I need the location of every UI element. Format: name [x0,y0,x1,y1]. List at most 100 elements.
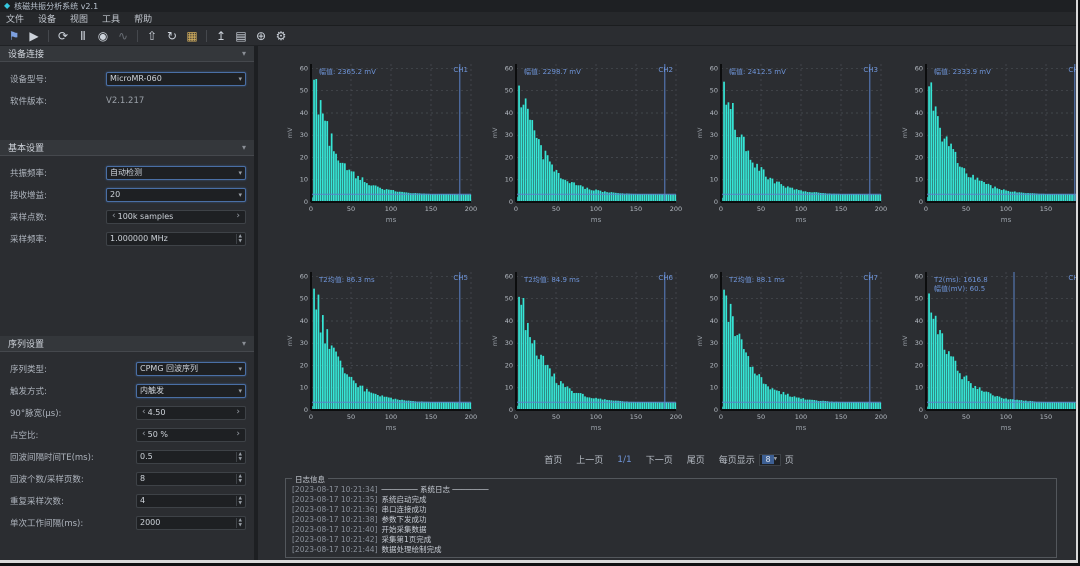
spin-buttons[interactable]: ▲ ▼ [235,495,242,506]
gain-select[interactable]: 20 ▾ [106,187,246,202]
svg-text:100: 100 [590,413,602,421]
step-left-icon[interactable]: ‹ [142,429,146,439]
svg-text:100: 100 [385,413,397,421]
spin-buttons[interactable]: ▲ ▼ [235,517,242,528]
frequency-select[interactable]: 自动检测 ▾ [106,165,246,180]
pause-icon[interactable]: Ⅱ [80,28,86,43]
echo-count-label: 回波个数/采样页数: [10,474,84,485]
step-left-icon[interactable]: ‹ [142,407,146,417]
svg-text:40: 40 [915,317,923,325]
repeat-count-spin[interactable]: 4 ▲ ▼ [136,493,246,508]
pulse-icon[interactable]: ∿ [117,28,129,43]
chart-annotation: T2均值: 86.3 ms [319,276,375,284]
last-page-button[interactable]: 尾页 [686,456,705,466]
step-right-icon[interactable]: › [236,211,240,221]
chart-annotation: T2均值: 88.1 ms [729,276,785,284]
step-left-icon[interactable]: ‹ [112,211,116,221]
step-right-icon[interactable]: › [236,429,240,439]
spin-buttons[interactable]: ▲ ▼ [235,233,242,244]
log-line: [2023-08-17 10:21:42] 采集第1页完成 [292,535,432,544]
prev-page-button[interactable]: 上一页 [576,456,604,466]
chevron-down-icon: ▾ [238,168,242,177]
svg-text:10: 10 [915,384,923,392]
export-icon[interactable]: ↥ [215,28,227,43]
svg-text:100: 100 [795,205,807,213]
svg-text:10: 10 [710,176,718,184]
sequence-group: 序列设置 ▾ 序列类型: CPMG 回波序列 ▾ 触发方式: 内触发 ▾ [0,336,254,540]
svg-text:50: 50 [300,295,308,303]
sequence-group-header[interactable]: 序列设置 ▾ [0,336,254,352]
svg-text:60: 60 [300,64,308,72]
settings-gear-icon[interactable]: ⚙ [275,28,287,43]
svg-text:30: 30 [915,131,923,139]
first-page-button[interactable]: 首页 [544,456,563,466]
search-icon[interactable]: ⊕ [255,28,267,43]
duty-cycle-label: 占空比: [10,430,39,441]
refresh-icon[interactable]: ↻ [166,28,178,43]
svg-text:20: 20 [915,361,923,369]
collapse-icon[interactable]: ▾ [241,143,246,152]
interval-spin[interactable]: 2000 ▲ ▼ [136,515,246,530]
echo-count-spin[interactable]: 8 ▲ ▼ [136,471,246,486]
spin-buttons[interactable]: ▲ ▼ [235,451,242,462]
group-title: 设备连接 [8,50,45,60]
chart-annotation: T2(ms): 1616.8 幅值(mV): 60.5 [934,276,988,293]
chart-ch4: 0501001502000102030405060msmVCH4幅值: 2333… [900,54,1076,226]
collapse-icon[interactable]: ▾ [241,339,246,348]
sequence-type-select[interactable]: CPMG 回波序列 ▾ [136,361,246,376]
sampling-group-header[interactable]: 基本设置 ▾ [0,140,254,156]
pulse-width-stepper[interactable]: ‹ 4.50 › [136,405,246,420]
svg-text:20: 20 [300,361,308,369]
spin-buttons[interactable]: ▲ ▼ [235,473,242,484]
stop-icon[interactable]: ◉ [97,28,109,43]
menu-tools[interactable]: 工具 [102,15,121,25]
spin-down-icon[interactable]: ▼ [773,457,778,462]
menu-device[interactable]: 设备 [38,15,57,25]
svg-text:ms: ms [1001,216,1012,224]
svg-text:60: 60 [915,272,923,280]
echo-spacing-spin[interactable]: 0.5 ▲ ▼ [136,449,246,464]
device-group-header[interactable]: 设备连接 ▾ [0,46,254,62]
save-icon[interactable]: ▦ [186,28,198,43]
svg-text:40: 40 [300,109,308,117]
svg-text:0: 0 [924,205,928,213]
upload-icon[interactable]: ⇧ [146,28,158,43]
next-page-button[interactable]: 下一页 [645,456,673,466]
menu-file[interactable]: 文件 [6,15,25,25]
menu-help[interactable]: 帮助 [134,15,153,25]
svg-text:mV: mV [901,127,909,138]
svg-text:40: 40 [710,109,718,117]
svg-text:200: 200 [875,205,887,213]
sample-rate-stepper[interactable]: 1.000000 MHz ▲ ▼ [106,231,246,246]
firmware-version-label: 软件版本: [10,96,47,107]
trigger-mode-select[interactable]: 内触发 ▾ [136,383,246,398]
sample-count-stepper[interactable]: ‹ 100k samples › [106,209,246,224]
collapse-icon[interactable]: ▾ [241,49,246,58]
start-icon[interactable]: ▶ [29,28,39,43]
log-line: [2023-08-17 10:21:40] 开始采集数据 [292,525,427,534]
open-folder-icon[interactable]: ▤ [235,28,247,43]
connect-icon[interactable]: ⚑ [8,28,20,43]
svg-text:150: 150 [425,205,437,213]
log-panel-title: 日志信息 [292,474,328,485]
svg-text:50: 50 [347,205,355,213]
device-model-select[interactable]: MicroMR-060 ▾ [106,71,246,86]
duty-cycle-stepper[interactable]: ‹ 50 % › [136,427,246,442]
chart-legend: CH4 [1068,66,1076,74]
step-right-icon[interactable]: › [236,407,240,417]
continuous-run-icon[interactable]: ⟳ [57,28,69,43]
svg-text:30: 30 [505,339,513,347]
device-group: 设备连接 ▾ 设备型号: MicroMR-060 ▾ 软件版本: V2.1.21… [0,46,254,118]
group-title: 基本设置 [8,144,45,154]
chart-row-2: 0 50 100 150 200 0 10 20 30 40 50 60 ms mV CH5 T2均值: 86… [285,262,1076,434]
svg-text:40: 40 [505,109,513,117]
svg-text:50: 50 [757,205,765,213]
chart-canvas: 0 50 100 150 200 0 10 20 30 40 50 60 ms mV [286,64,477,224]
menu-view[interactable]: 视图 [70,15,89,25]
svg-text:150: 150 [425,413,437,421]
chart-annotation: 幅值: 2298.7 mV [524,68,581,76]
per-page-spinner[interactable]: 8 ▼ [758,453,781,466]
svg-text:40: 40 [915,109,923,117]
interval-label: 单次工作间隔(ms): [10,518,84,529]
log-lines[interactable]: [2023-08-17 10:21:34] ──────── 系统日志 ─────… [286,479,1056,555]
